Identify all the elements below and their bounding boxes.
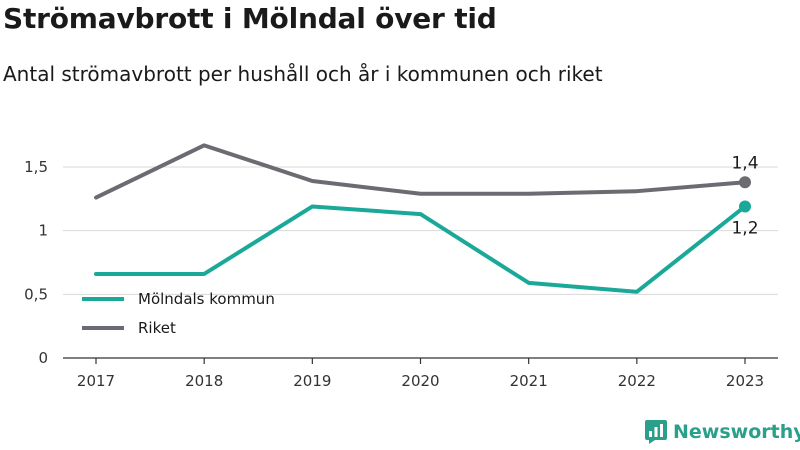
legend-label-kommun: Mölndals kommun <box>138 290 275 308</box>
y-tick-label: 1 <box>38 222 48 240</box>
series-layer: 1,2 1,4 <box>94 143 759 294</box>
legend-layer: Mölndals kommun Riket <box>82 290 275 337</box>
y-tick-label: 1,5 <box>24 158 48 176</box>
chart-subtitle: Antal strömavbrott per hushåll och år i … <box>3 62 603 86</box>
x-tick-label: 2018 <box>185 372 223 390</box>
legend-label-riket: Riket <box>138 319 176 337</box>
newsworthy-logo-icon <box>645 420 667 444</box>
chart-title: Strömavbrott i Mölndal över tid <box>3 2 497 35</box>
end-point-riket <box>739 176 751 189</box>
grid-layer <box>63 166 778 295</box>
x-tick-label: 2020 <box>401 372 439 390</box>
axis-layer: 0 0,5 1 1,5 2017 2018 2019 2020 2021 2022 2023 <box>24 158 778 390</box>
series-line-riket <box>94 143 747 200</box>
x-tick-label: 2023 <box>726 372 764 390</box>
brand-name: Newsworthy <box>673 421 800 443</box>
x-tick-label: 2022 <box>618 372 656 390</box>
end-label-kommun: 1,2 <box>731 218 758 238</box>
y-tick-label: 0 <box>38 349 48 367</box>
y-tick-label: 0,5 <box>24 285 48 303</box>
x-tick-label: 2019 <box>293 372 331 390</box>
end-point-kommun <box>739 200 751 213</box>
x-tick-label: 2021 <box>510 372 548 390</box>
end-label-riket: 1,4 <box>731 153 758 173</box>
brand-logo: Newsworthy <box>645 420 800 444</box>
series-line-kommun <box>94 204 747 294</box>
x-tick-label: 2017 <box>77 372 115 390</box>
